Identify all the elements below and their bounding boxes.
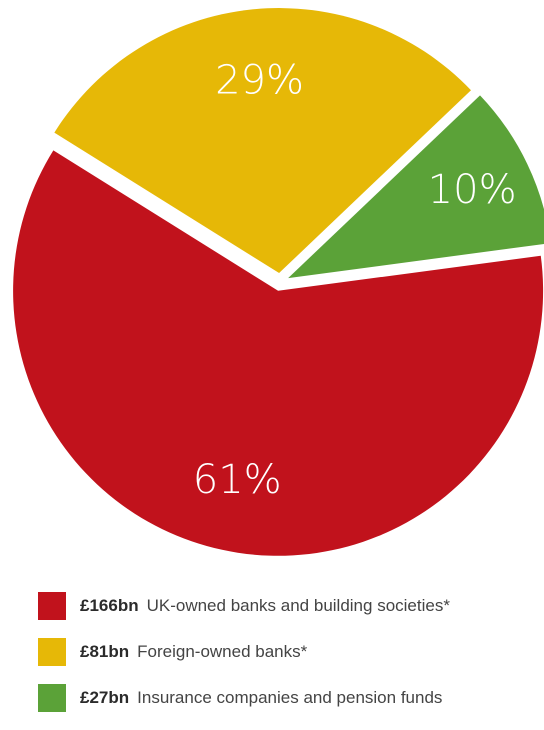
legend-swatch: [38, 638, 66, 666]
legend-amount: £27bn: [80, 688, 130, 707]
legend-swatch: [38, 592, 66, 620]
pie-chart: 29% 10% 61%: [13, 8, 544, 556]
legend-amount: £166bn: [80, 596, 139, 615]
legend-label: UK-owned banks and building societies*: [146, 596, 450, 615]
legend-label: Foreign-owned banks*: [137, 642, 308, 661]
slice-foreign-owned-banks: [54, 8, 471, 274]
slice-label-insurance-pension: 10%: [428, 167, 517, 213]
legend-swatch: [38, 684, 66, 712]
slice-insurance-pension: [288, 95, 544, 279]
slice-label-uk-owned-banks: 61%: [193, 457, 282, 503]
legend-label: Insurance companies and pension funds: [137, 688, 443, 707]
legend-item-insurance-pension: £27bn Insurance companies and pension fu…: [38, 684, 538, 712]
slice-label-foreign-owned-banks: 29%: [215, 58, 304, 104]
legend: £166bn UK-owned banks and building socie…: [38, 592, 538, 730]
slice-uk-owned-banks: [13, 150, 544, 556]
legend-item-foreign-owned-banks: £81bn Foreign-owned banks*: [38, 638, 538, 666]
legend-item-uk-owned-banks: £166bn UK-owned banks and building socie…: [38, 592, 538, 620]
legend-amount: £81bn: [80, 642, 130, 661]
